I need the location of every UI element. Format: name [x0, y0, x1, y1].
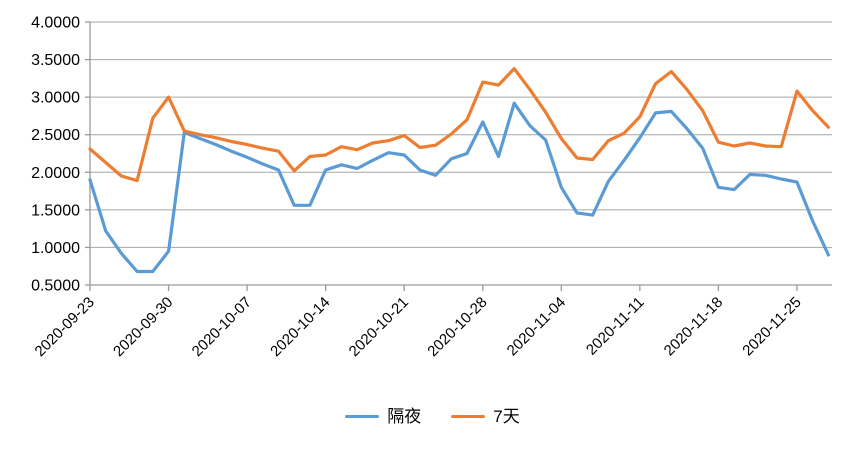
x-axis-label: 2020-09-30 [110, 294, 176, 360]
x-axis-label: 2020-11-18 [661, 294, 726, 359]
y-axis-label: 4.0000 [31, 15, 80, 32]
x-axis-label: 2020-10-21 [346, 294, 412, 360]
legend-item-overnight: 隔夜 [345, 408, 421, 425]
y-axis-label: 3.5000 [31, 52, 80, 69]
y-axis-label: 2.5000 [31, 127, 80, 144]
y-axis-label: 1.0000 [31, 240, 80, 257]
series-line-overnight [88, 101, 831, 274]
x-axis-label: 2020-11-25 [739, 294, 804, 359]
series-line-7day [88, 66, 831, 183]
legend-label-7day: 7天 [493, 407, 520, 426]
x-axis-label: 2020-10-07 [189, 294, 255, 360]
x-axis-label: 2020-11-04 [504, 294, 569, 359]
y-axis-label: 1.5000 [31, 202, 80, 219]
x-axis-label: 2020-10-28 [424, 294, 490, 360]
legend-swatch-overnight-icon [345, 415, 380, 418]
legend-label-overnight: 隔夜 [387, 407, 422, 426]
x-axis-label: 2020-10-14 [267, 294, 333, 360]
y-axis-label: 2.0000 [31, 165, 80, 182]
legend-swatch-7day-icon [451, 415, 486, 418]
x-axis-label: 2020-11-11 [583, 294, 648, 359]
y-axis-label: 3.0000 [31, 90, 80, 107]
y-axis-label: 0.5000 [31, 278, 80, 295]
legend: 隔夜 7天 [0, 408, 865, 425]
legend-item-7day: 7天 [451, 407, 520, 426]
x-axis-label: 2020-09-23 [32, 294, 98, 360]
